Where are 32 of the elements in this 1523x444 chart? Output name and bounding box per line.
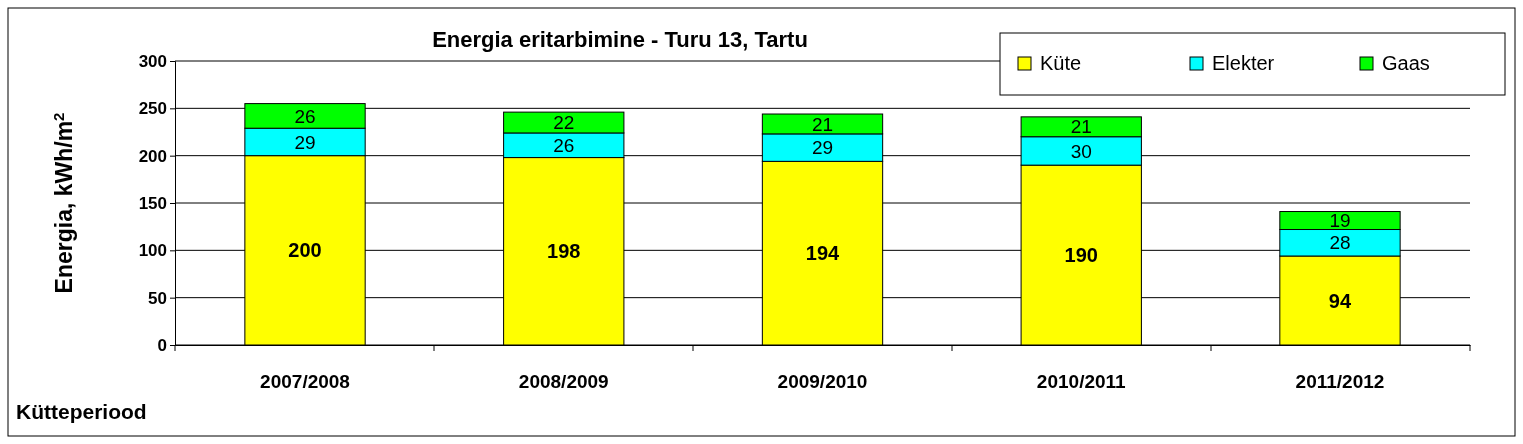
x-axis-title: Kütteperiood: [16, 400, 147, 423]
data-label: 26: [294, 105, 316, 127]
legend-label: Küte: [1040, 52, 1082, 74]
data-label: 198: [547, 240, 581, 263]
data-label: 190: [1064, 244, 1098, 267]
y-tick-label: 150: [138, 193, 167, 213]
x-tick-label: 2010/2011: [1036, 371, 1127, 393]
chart-title: Energia eritarbimine - Turu 13, Tartu: [432, 27, 808, 52]
data-label: 200: [288, 239, 322, 262]
data-label: 28: [1329, 232, 1351, 254]
data-label: 29: [811, 137, 834, 159]
legend-label: Gaas: [1382, 52, 1430, 74]
data-label: 19: [1329, 210, 1351, 232]
y-tick-label: 50: [148, 288, 167, 308]
x-tick-label: 2011/2012: [1295, 371, 1385, 393]
x-tick-label: 2009/2010: [777, 371, 868, 393]
data-label: 30: [1070, 140, 1092, 162]
y-tick-label: 200: [138, 146, 167, 166]
x-tick-label: 2008/2009: [518, 371, 609, 393]
y-tick-label: 300: [138, 51, 167, 71]
y-tick-label: 0: [157, 335, 167, 355]
data-label: 29: [294, 131, 316, 153]
data-label: 194: [805, 242, 841, 265]
x-tick-label: 2007/2008: [260, 371, 350, 393]
data-label: 94: [1328, 289, 1352, 312]
y-tick-label: 100: [138, 241, 167, 261]
y-tick-label: 250: [138, 99, 167, 119]
legend-label: Elekter: [1212, 52, 1275, 74]
data-label: 26: [553, 134, 575, 156]
data-label: 21: [1070, 116, 1092, 138]
data-label: 22: [553, 112, 575, 134]
data-label: 21: [811, 113, 834, 135]
